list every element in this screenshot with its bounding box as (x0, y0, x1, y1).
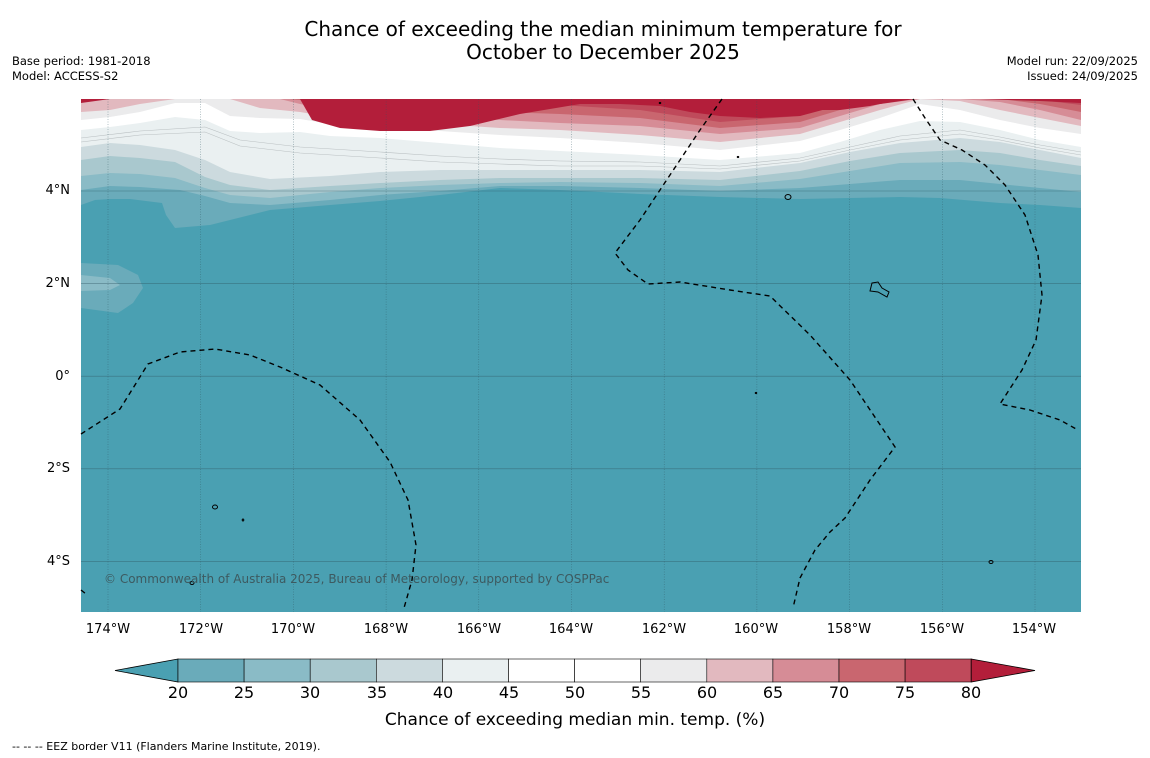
above-80-region-center (300, 99, 1000, 118)
island-4 (784, 194, 792, 200)
colorbar-bin-12 (904, 658, 972, 683)
eez-border-east (912, 98, 1079, 431)
above-80-region-west (300, 99, 600, 131)
colorbar-bin-1 (177, 658, 245, 683)
colorbar-tick-30: 30 (299, 683, 321, 702)
y-tick-2s: 2°S (46, 461, 70, 476)
x-tick-170w: 170°W (270, 622, 316, 637)
above-80-region-northwest (81, 99, 110, 103)
eez-footnote: -- -- -- EEZ border V11 (Flanders Marine… (12, 740, 321, 753)
x-tick-156w: 156°W (919, 622, 965, 637)
island-2 (241, 518, 245, 522)
eez-borders (80, 98, 1079, 609)
x-tick-160w: 160°W (733, 622, 779, 637)
colorbar-tick-70: 70 (828, 683, 850, 702)
y-tick-2n: 2°N (45, 276, 71, 291)
colorbar-tick-75: 75 (894, 683, 916, 702)
colorbar-bin-3 (309, 658, 377, 683)
title-line-1: Chance of exceeding the median minimum t… (304, 17, 902, 41)
island-3 (189, 581, 195, 585)
above-80-region-northeast (980, 99, 1081, 103)
colorbar-bin-4 (375, 658, 443, 683)
run-info: Model run: 22/09/2025 Issued: 24/09/2025 (1007, 54, 1138, 84)
colorbar-tick-65: 65 (762, 683, 784, 702)
x-tick-172w: 172°W (178, 622, 224, 637)
model-text: Model: ACCESS-S2 (12, 69, 119, 83)
x-tick-174w: 174°W (85, 622, 131, 637)
issued-text: Issued: 24/09/2025 (1027, 69, 1138, 83)
islands (189, 101, 994, 585)
x-tick-154w: 154°W (1011, 622, 1057, 637)
base-period-text: Base period: 1981-2018 (12, 54, 151, 68)
colorbar-tick-80: 80 (960, 683, 982, 702)
colorbar-bin-11 (838, 658, 906, 683)
island-7 (754, 391, 758, 395)
island-1 (212, 504, 218, 510)
colorbar-tick-60: 60 (696, 683, 718, 702)
colorbar-bin-2 (243, 658, 311, 683)
x-tick-162w: 162°W (641, 622, 687, 637)
colorbar-tick-45: 45 (498, 683, 520, 702)
colorbar-tick-35: 35 (366, 683, 388, 702)
colorbar-bin-6 (508, 658, 575, 683)
colorbar-bin-9 (706, 658, 774, 683)
island-5 (869, 281, 890, 298)
colorbar (114, 658, 1036, 683)
colorbar-tick-25: 25 (233, 683, 255, 702)
contour-near-2n-inner (81, 275, 120, 291)
colorbar-bin-8 (640, 658, 708, 683)
map-title: Chance of exceeding the median minimum t… (0, 18, 1150, 64)
x-tick-168w: 168°W (363, 622, 409, 637)
eez-border-southwest-corner (80, 589, 87, 595)
model-info: Base period: 1981-2018 Model: ACCESS-S2 (12, 54, 151, 84)
contour-lines (81, 126, 1081, 170)
colorbar-tick-20: 20 (167, 683, 189, 702)
island-8 (658, 101, 662, 105)
x-tick-164w: 164°W (548, 622, 594, 637)
colorbar-extension-high (970, 658, 1036, 683)
colorbar-tick-55: 55 (630, 683, 652, 702)
colorbar-bin-7 (574, 658, 641, 683)
copyright-notice: © Commonwealth of Australia 2025, Bureau… (104, 572, 610, 586)
colorbar-tick-50: 50 (564, 683, 586, 702)
title-line-2: October to December 2025 (466, 40, 740, 64)
colorbar-bin-10 (772, 658, 840, 683)
graticule (81, 99, 1081, 612)
y-tick-4s: 4°S (46, 554, 70, 569)
x-tick-158w: 158°W (826, 622, 872, 637)
colorbar-extension-low (114, 658, 179, 683)
colorbar-bin-5 (442, 658, 509, 683)
island-9 (736, 155, 740, 159)
model-run-text: Model run: 22/09/2025 (1006, 54, 1138, 68)
island-6 (988, 560, 994, 564)
x-tick-166w: 166°W (456, 622, 502, 637)
y-tick-4n: 4°N (45, 183, 71, 198)
y-tick-0: 0° (55, 369, 70, 384)
map-plot-area (81, 99, 1081, 612)
colorbar-label: Chance of exceeding median min. temp. (%… (384, 710, 766, 730)
colorbar-tick-40: 40 (432, 683, 454, 702)
eez-border-central (614, 98, 896, 609)
